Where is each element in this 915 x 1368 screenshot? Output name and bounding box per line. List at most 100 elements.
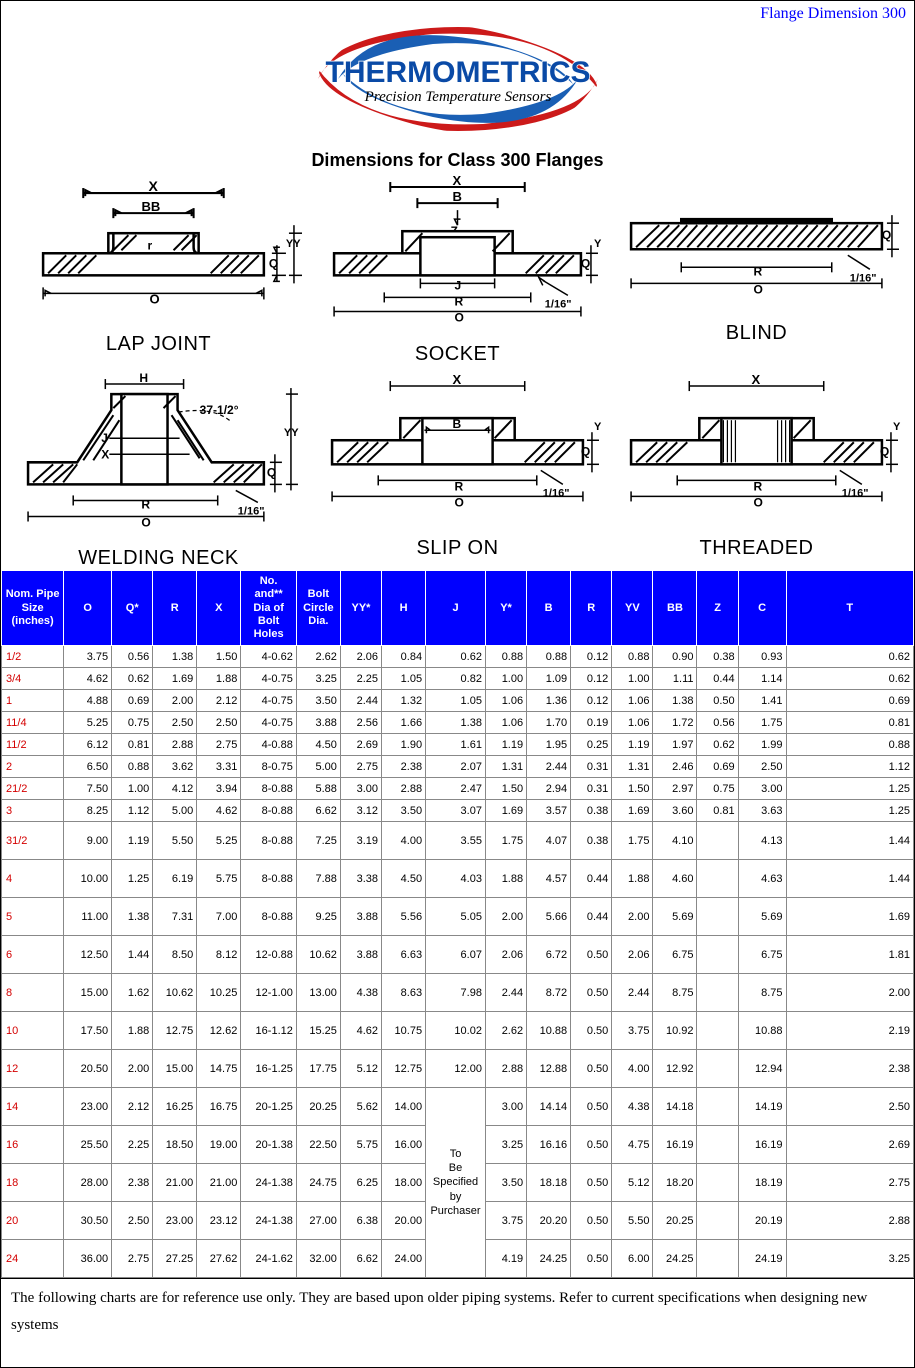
- table-row: 38.251.125.004.628-0.886.623.123.503.071…: [2, 800, 914, 822]
- table-cell: 24-1.38: [241, 1164, 297, 1202]
- table-cell: 2.50: [153, 712, 197, 734]
- table-header-cell: Q*: [112, 571, 153, 646]
- table-cell: 0.19: [571, 712, 612, 734]
- table-cell: [697, 1126, 738, 1164]
- table-cell: 2.12: [112, 1088, 153, 1126]
- table-cell: 3.50: [485, 1164, 526, 1202]
- table-cell: 24-1.38: [241, 1202, 297, 1240]
- table-cell: 7.88: [296, 860, 340, 898]
- table-cell: 5.75: [197, 860, 241, 898]
- table-cell: 2.25: [112, 1126, 153, 1164]
- table-cell-size: 31/2: [2, 822, 64, 860]
- svg-text:1/16": 1/16": [545, 298, 572, 310]
- table-cell: 1.00: [112, 778, 153, 800]
- table-cell-merged: ToBeSpecifiedbyPurchaser: [426, 1088, 486, 1278]
- table-cell: 0.81: [112, 734, 153, 756]
- svg-text:O: O: [454, 310, 463, 324]
- table-cell: 10.02: [426, 1012, 486, 1050]
- svg-text:1/16": 1/16": [543, 487, 570, 499]
- table-cell: 6.50: [64, 756, 112, 778]
- table-cell: 3.88: [340, 898, 381, 936]
- table-cell: 24-1.62: [241, 1240, 297, 1278]
- table-header-cell: B: [527, 571, 571, 646]
- table-cell: 3.00: [340, 778, 381, 800]
- table-cell-size: 2: [2, 756, 64, 778]
- table-cell: 9.25: [296, 898, 340, 936]
- dimension-table: Nom. PipeSize(inches)OQ*RXNo.and**Dia of…: [1, 570, 914, 1278]
- table-cell: 20-1.38: [241, 1126, 297, 1164]
- table-cell: 3.60: [653, 800, 697, 822]
- table-cell: 3.75: [612, 1012, 653, 1050]
- table-cell: [697, 1164, 738, 1202]
- table-row: 410.001.256.195.758-0.887.883.384.504.03…: [2, 860, 914, 898]
- table-header-cell: YY*: [340, 571, 381, 646]
- table-cell: 7.98: [426, 974, 486, 1012]
- table-cell: [697, 898, 738, 936]
- table-cell: 2.00: [612, 898, 653, 936]
- table-cell: 1.44: [786, 822, 913, 860]
- table-cell: 17.75: [296, 1050, 340, 1088]
- table-row: 1/23.750.561.381.504-0.622.622.060.840.6…: [2, 646, 914, 668]
- svg-text:r: r: [147, 238, 152, 252]
- svg-text:BB: BB: [141, 199, 160, 214]
- diagram-label-welding-neck: WELDING NECK: [13, 547, 304, 570]
- table-cell: 12.88: [527, 1050, 571, 1088]
- table-cell: 23.00: [153, 1202, 197, 1240]
- table-cell: 1.69: [485, 800, 526, 822]
- table-cell: 0.75: [697, 778, 738, 800]
- table-cell: 14.19: [738, 1088, 786, 1126]
- table-cell: 0.12: [571, 690, 612, 712]
- table-cell: 8-0.88: [241, 822, 297, 860]
- table-cell: 27.25: [153, 1240, 197, 1278]
- table-cell: 0.56: [697, 712, 738, 734]
- table-cell: 4.03: [426, 860, 486, 898]
- table-cell: 6.72: [527, 936, 571, 974]
- table-header-cell: J: [426, 571, 486, 646]
- table-row: 1017.501.8812.7512.6216-1.1215.254.6210.…: [2, 1012, 914, 1050]
- logo-main-text: THERMOMETRICS: [325, 56, 590, 89]
- svg-text:Q: Q: [269, 256, 278, 270]
- table-header-cell: T: [786, 571, 913, 646]
- table-cell: 5.69: [653, 898, 697, 936]
- table-cell: 0.50: [571, 1126, 612, 1164]
- table-cell: 0.88: [485, 646, 526, 668]
- table-header-cell: Nom. PipeSize(inches): [2, 571, 64, 646]
- table-cell: 1.75: [738, 712, 786, 734]
- table-cell: 12-0.88: [241, 936, 297, 974]
- table-cell: 28.00: [64, 1164, 112, 1202]
- diagram-welding-neck: H 37-1/2° J X: [13, 370, 304, 571]
- table-cell: 8.72: [527, 974, 571, 1012]
- diagram-socket: X B Z: [312, 175, 603, 366]
- table-cell: 20.19: [738, 1202, 786, 1240]
- table-cell: 0.50: [571, 1012, 612, 1050]
- table-cell: 4.88: [64, 690, 112, 712]
- table-cell: 0.62: [786, 668, 913, 690]
- table-cell: 1.09: [527, 668, 571, 690]
- table-cell: 1.41: [738, 690, 786, 712]
- table-cell: 27.62: [197, 1240, 241, 1278]
- table-cell: [697, 1050, 738, 1088]
- table-cell: 4.12: [153, 778, 197, 800]
- table-cell: 4.19: [485, 1240, 526, 1278]
- table-cell: 0.69: [786, 690, 913, 712]
- table-cell: 10.62: [153, 974, 197, 1012]
- table-cell: 3.38: [340, 860, 381, 898]
- svg-text:X: X: [452, 175, 461, 188]
- table-cell: 1.44: [786, 860, 913, 898]
- table-cell: 2.97: [653, 778, 697, 800]
- table-cell: 2.75: [786, 1164, 913, 1202]
- table-cell-size: 1: [2, 690, 64, 712]
- svg-text:O: O: [753, 495, 762, 509]
- table-cell: 20-1.25: [241, 1088, 297, 1126]
- table-cell: 3.50: [382, 800, 426, 822]
- table-row: 612.501.448.508.1212-0.8810.623.886.636.…: [2, 936, 914, 974]
- table-cell: 4-0.62: [241, 646, 297, 668]
- table-cell: 4.60: [653, 860, 697, 898]
- table-cell: 4-0.75: [241, 690, 297, 712]
- table-cell: 16-1.12: [241, 1012, 297, 1050]
- table-cell: 2.62: [296, 646, 340, 668]
- table-cell: 4.00: [382, 822, 426, 860]
- table-cell: 6.12: [64, 734, 112, 756]
- table-cell: 3.12: [340, 800, 381, 822]
- table-cell-size: 8: [2, 974, 64, 1012]
